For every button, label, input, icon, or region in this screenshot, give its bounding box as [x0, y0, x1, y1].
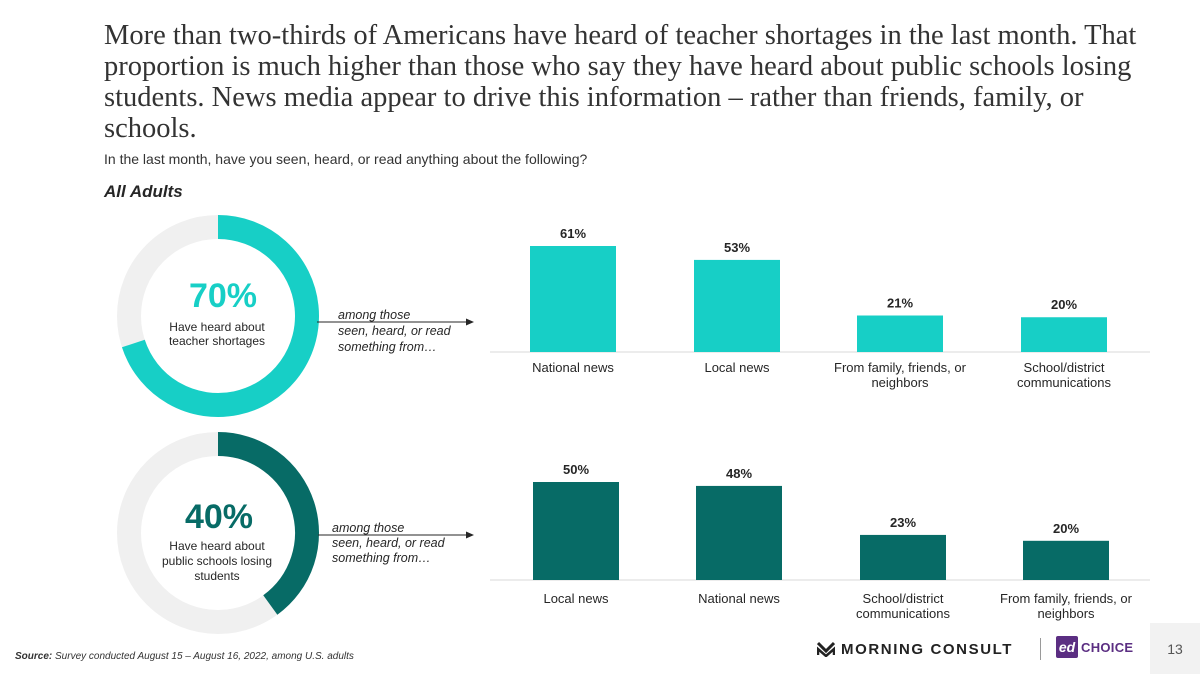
category-label: communications: [1017, 375, 1111, 390]
arrow-note-line: among those: [332, 521, 404, 535]
bar-chart-teacher-shortages: 61% National news 53% Local news 21% From fam…: [490, 226, 1150, 390]
bar-value-label: 48%: [726, 466, 752, 481]
donut-caption-line: Have heard about: [169, 320, 265, 334]
slide-title: More than two-thirds of Americans have h…: [104, 20, 1137, 144]
category-label: School/district: [1024, 360, 1105, 375]
bar: [530, 246, 616, 352]
bar-value-label: 23%: [890, 515, 916, 530]
category-label: From family, friends, or: [1000, 591, 1133, 606]
source-note: Source: Survey conducted August 15 – Aug…: [15, 651, 354, 662]
bar: [860, 534, 946, 580]
category-label: neighbors: [871, 375, 929, 390]
bar: [1021, 317, 1107, 352]
bar-chart-schools-losing-students: 50% Local news 48% National news 23% School/d…: [490, 462, 1150, 621]
source-text: Survey conducted August 15 – August 16, …: [52, 651, 354, 662]
arrow-note-line: seen, heard, or read: [338, 324, 452, 338]
bar-value-label: 21%: [887, 296, 913, 311]
category-label: Local news: [543, 591, 609, 606]
bar-value-label: 20%: [1051, 297, 1077, 312]
bar-value-label: 20%: [1053, 521, 1079, 536]
bar: [694, 259, 780, 352]
bar: [533, 482, 619, 580]
bar: [1023, 540, 1109, 580]
arrow-note-2: among those seen, heard, or read somethi…: [318, 521, 474, 565]
edchoice-wordmark: CHOICE: [1081, 639, 1134, 655]
donut-value-label: 40%: [185, 498, 253, 536]
arrow-note-line: something from…: [338, 340, 437, 354]
arrow-head-icon: [466, 531, 474, 539]
donut-arc-value: [121, 215, 319, 417]
bar: [696, 485, 782, 580]
donut-caption-line: teacher shortages: [169, 334, 265, 348]
source-label: Source:: [15, 651, 53, 662]
bar-value-label: 50%: [563, 462, 589, 477]
morning-consult-mark-icon: [817, 641, 835, 657]
bar-value-label: 53%: [724, 240, 750, 255]
morning-consult-wordmark: MORNING CONSULT: [841, 640, 1014, 658]
category-label: communications: [856, 606, 950, 621]
category-label: neighbors: [1037, 606, 1095, 621]
bar: [857, 315, 943, 352]
donut-teacher-shortages: 70% Have heard about teacher shortages: [117, 215, 319, 417]
arrow-note-line: something from…: [332, 551, 431, 565]
page-number: 13: [1150, 623, 1200, 674]
category-label: Local news: [704, 360, 770, 375]
donut-caption-line: Have heard about: [169, 539, 265, 553]
category-label: From family, friends, or: [834, 360, 967, 375]
donut-value-label: 70%: [189, 277, 257, 315]
survey-question: In the last month, have you seen, heard,…: [104, 151, 588, 167]
category-label: School/district: [863, 591, 944, 606]
donut-schools-losing-students: 40% Have heard about public schools losi…: [117, 432, 319, 634]
donut-caption-line: students: [194, 569, 239, 583]
donut-caption-line: public schools losing: [162, 554, 272, 568]
segment-label: All Adults: [104, 182, 183, 201]
edchoice-mark: ed: [1056, 636, 1078, 658]
arrow-head-icon: [466, 318, 474, 326]
logo-divider: [1040, 638, 1041, 660]
arrow-note-line: among those: [338, 308, 410, 322]
bar-value-label: 61%: [560, 226, 586, 241]
category-label: National news: [532, 360, 614, 375]
category-label: National news: [698, 591, 780, 606]
donut-arc-value: [217, 432, 319, 615]
edchoice-logo: ed CHOICE: [1056, 636, 1133, 658]
arrow-note-1: among those seen, heard, or read somethi…: [317, 308, 474, 354]
morning-consult-logo: MORNING CONSULT: [817, 638, 1013, 660]
arrow-note-line: seen, heard, or read: [332, 536, 446, 550]
